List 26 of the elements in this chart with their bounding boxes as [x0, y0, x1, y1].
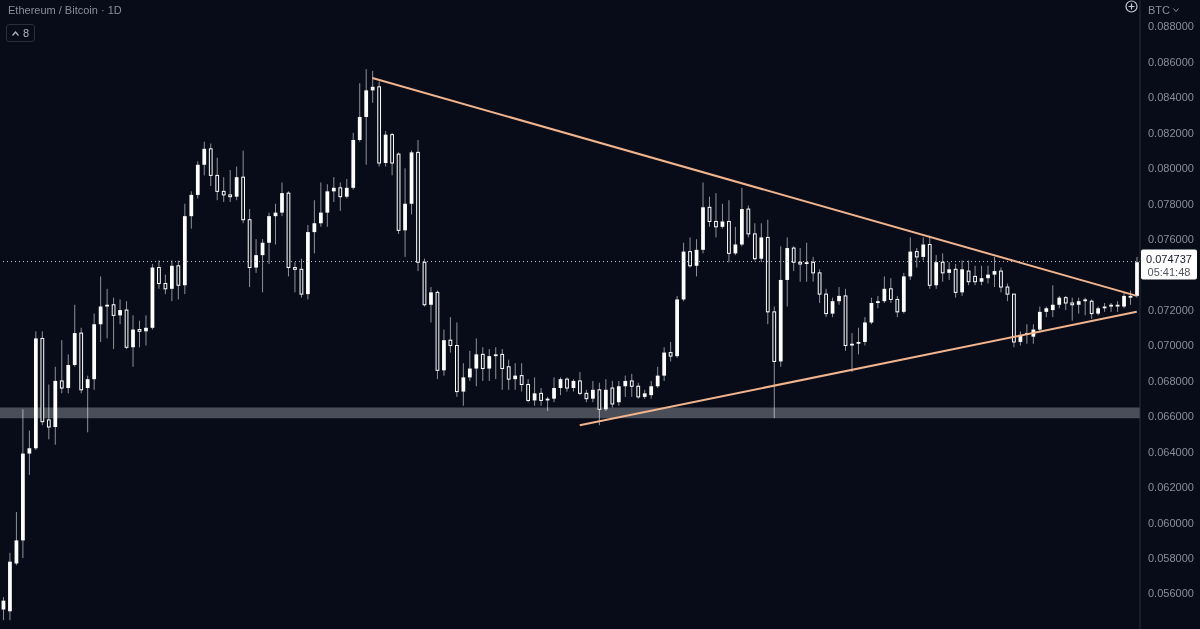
y-tick-label: 0.088000: [1148, 20, 1194, 33]
candlestick: [1109, 302, 1113, 313]
candlestick: [986, 265, 990, 284]
y-tick-label: 0.058000: [1148, 552, 1194, 565]
y-tick-label: 0.064000: [1148, 445, 1194, 458]
ref-line-label: 0.074737: [1146, 252, 1192, 265]
y-tick-label: 0.070000: [1148, 339, 1194, 352]
y-tick-label: 0.066000: [1148, 410, 1194, 423]
y-tick-label: 0.076000: [1148, 233, 1194, 246]
chart-title: Ethereum / Bitcoin · 1D: [8, 4, 122, 16]
y-tick-label: 0.082000: [1148, 126, 1194, 139]
y-tick-label: 0.084000: [1148, 91, 1194, 104]
y-tick-label: 0.078000: [1148, 197, 1194, 210]
y-tick-label: 0.086000: [1148, 55, 1194, 68]
y-tick-label: 0.062000: [1148, 481, 1194, 494]
y-tick-label: 0.060000: [1148, 516, 1194, 529]
candlestick: [539, 387, 543, 407]
y-tick-label: 0.068000: [1148, 374, 1194, 387]
y-tick-label: 0.056000: [1148, 587, 1194, 600]
y-axis-title: BTC: [1148, 4, 1170, 16]
annotation: 8: [23, 27, 30, 39]
text: 05:41:48: [1147, 265, 1191, 278]
candlestick: [876, 295, 880, 309]
y-tick-label: 0.080000: [1148, 162, 1194, 175]
y-tick-label: 0.072000: [1148, 303, 1194, 316]
candlestick: [837, 286, 841, 306]
